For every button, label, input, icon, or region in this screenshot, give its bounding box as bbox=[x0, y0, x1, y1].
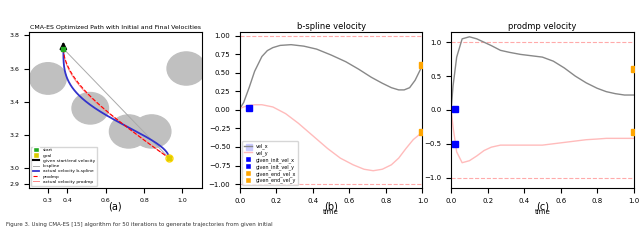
Legend: vel_x, vel_y, given_init_vel_x, given_init_vel_y, given_end_vel_x, given_end_vel: vel_x, vel_y, given_init_vel_x, given_in… bbox=[243, 141, 298, 185]
Circle shape bbox=[132, 115, 171, 148]
Circle shape bbox=[72, 93, 108, 124]
Text: (b): (b) bbox=[324, 202, 338, 212]
X-axis label: time: time bbox=[323, 209, 339, 215]
Title: b-spline velocity: b-spline velocity bbox=[296, 22, 366, 31]
Circle shape bbox=[29, 63, 66, 94]
X-axis label: time: time bbox=[534, 209, 550, 215]
Text: (c): (c) bbox=[536, 202, 549, 212]
Legend: start, goal, given start/end velocity, b-spline, actual velocity b-spline, prodm: start, goal, given start/end velocity, b… bbox=[31, 147, 97, 185]
Text: (a): (a) bbox=[108, 202, 122, 212]
Title: prodmp velocity: prodmp velocity bbox=[508, 22, 577, 31]
Title: CMA-ES Optimized Path with Initial and Final Velocities: CMA-ES Optimized Path with Initial and F… bbox=[29, 25, 201, 30]
Circle shape bbox=[167, 52, 205, 85]
Text: Figure 3. Using CMA-ES [15] algorithm for 50 iterations to generate trajectories: Figure 3. Using CMA-ES [15] algorithm fo… bbox=[6, 222, 273, 227]
Circle shape bbox=[109, 115, 148, 148]
